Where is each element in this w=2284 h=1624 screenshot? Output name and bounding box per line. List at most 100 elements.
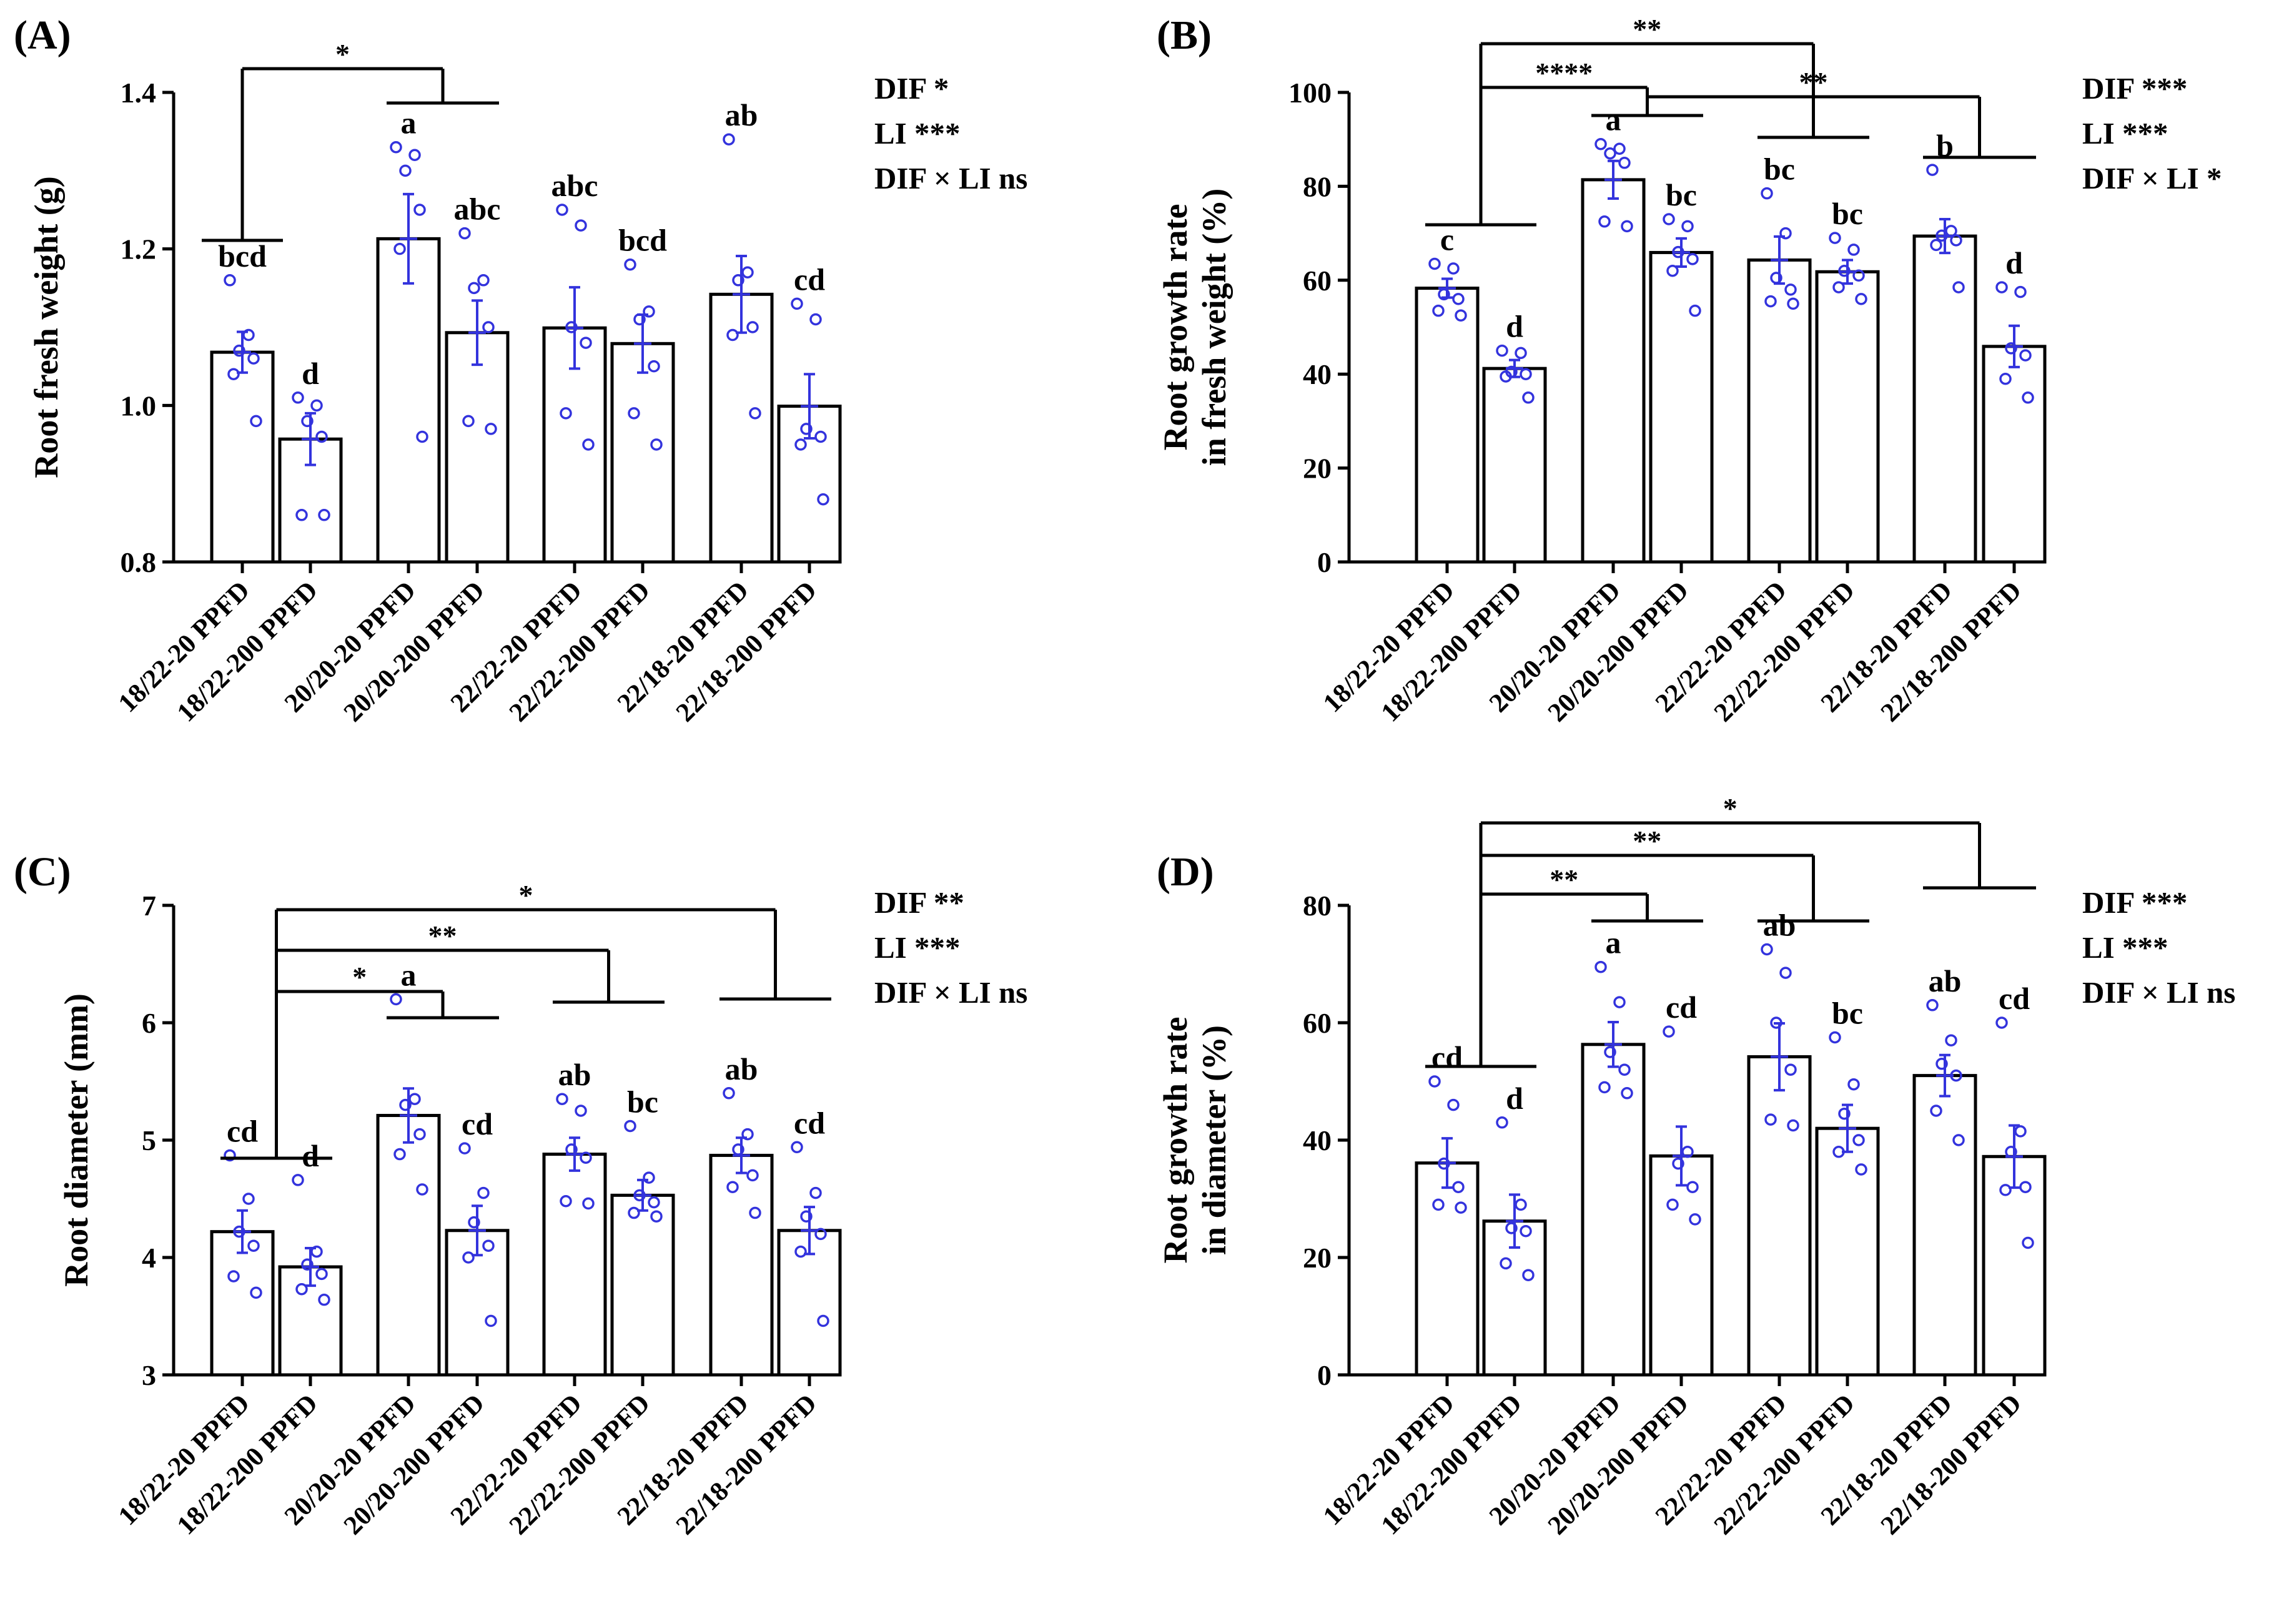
data-point [1505,1222,1518,1234]
data-point [1926,164,1939,176]
y-tick-label: 1.0 [121,390,157,421]
y-axis-title: Root diameter (mm) [57,993,95,1287]
data-point [1432,304,1445,317]
data-point [485,423,497,435]
data-point [250,415,262,428]
bracket-significance: ** [1633,825,1661,857]
y-tick-label: 1.4 [121,77,157,109]
bar [1415,1161,1480,1377]
anova-stat: DIF * [874,71,949,106]
bracket-significance: * [352,961,367,993]
data-point [482,1239,495,1252]
data-point [814,1228,827,1241]
data-point [582,438,595,451]
significance-letter: abc [551,168,598,203]
data-point [1618,157,1631,169]
data-point [794,1245,807,1258]
y-tick-label: 0 [1317,1359,1332,1391]
data-point [1613,142,1626,155]
data-point [732,1143,744,1156]
y-axis-title: Root growth rate [1157,204,1194,451]
significance-letter: ab [1929,963,1962,998]
data-point [633,1189,646,1202]
y-tick-label: 20 [1303,453,1332,485]
anova-stat: LI *** [2082,116,2168,150]
data-point [1935,229,1948,242]
data-point [560,1195,572,1208]
data-point [468,282,480,295]
significance-letter: ab [558,1057,591,1092]
data-point [477,274,490,287]
data-point [413,204,426,216]
data-point [1952,281,1965,293]
data-point [1432,1198,1445,1211]
anova-stat: DIF *** [2082,71,2187,106]
y-tick-label: 40 [1303,1124,1332,1156]
data-point [726,328,739,342]
data-point [1764,1113,1777,1126]
bracket-significance: ** [1633,13,1661,45]
data-point [1832,281,1845,293]
data-point [393,242,406,255]
data-point [247,1239,260,1252]
data-point [749,407,761,420]
data-point [242,1193,255,1205]
y-tick-label: 0 [1317,546,1332,578]
bar [445,331,510,564]
data-point [2022,391,2034,404]
data-point [1438,1157,1450,1170]
anova-stat: LI *** [2082,930,2168,965]
data-point [1447,1098,1460,1111]
data-point [1672,245,1684,258]
significance-letter: a [401,957,417,992]
significance-letter: c [1440,222,1454,257]
data-point [1686,1181,1699,1193]
data-point [1779,967,1792,979]
y-tick-label: 3 [142,1359,156,1391]
data-point [1787,1119,1799,1132]
data-point [247,352,260,365]
data-point [2014,285,2027,298]
data-point [1515,1198,1527,1211]
panel-label: (D) [1157,849,1214,895]
significance-letter: d [1506,309,1523,344]
anova-stat: DIF *** [2082,885,2187,920]
data-point [1672,1157,1684,1170]
data-point [817,1314,829,1327]
data-point [1428,1075,1441,1088]
data-point [393,1148,406,1161]
significance-letter: bcd [218,239,267,273]
data-point [227,1270,240,1282]
data-point [1686,253,1699,265]
significance-letter: bc [1666,177,1697,212]
data-point [1787,297,1799,310]
data-point [648,1196,660,1209]
data-point [628,407,640,420]
anova-stat: DIF × LI * [2082,161,2222,195]
data-point [1455,1201,1467,1214]
significance-letter: bcd [618,223,667,258]
data-point [292,1174,304,1186]
data-point [1945,1034,1957,1046]
comparison-bracket: ** [1425,13,1869,227]
data-point [310,399,323,412]
data-point [1770,272,1782,284]
data-point [1847,244,1860,256]
data-point [227,368,240,380]
data-point [1999,1184,2012,1196]
data-point [390,140,402,154]
data-point [1829,1031,1841,1044]
y-axis-title: in diameter (%) [1195,1025,1233,1255]
data-point [1829,232,1841,244]
data-point [791,297,803,310]
data-point [301,1258,314,1271]
data-point [1598,1081,1611,1094]
data-point [315,1267,328,1281]
bar [1912,234,1977,564]
bracket-significance: * [519,879,533,911]
y-tick-label: 100 [1288,77,1332,109]
data-point [310,1245,323,1258]
comparison-bracket: **** [1425,57,1703,227]
